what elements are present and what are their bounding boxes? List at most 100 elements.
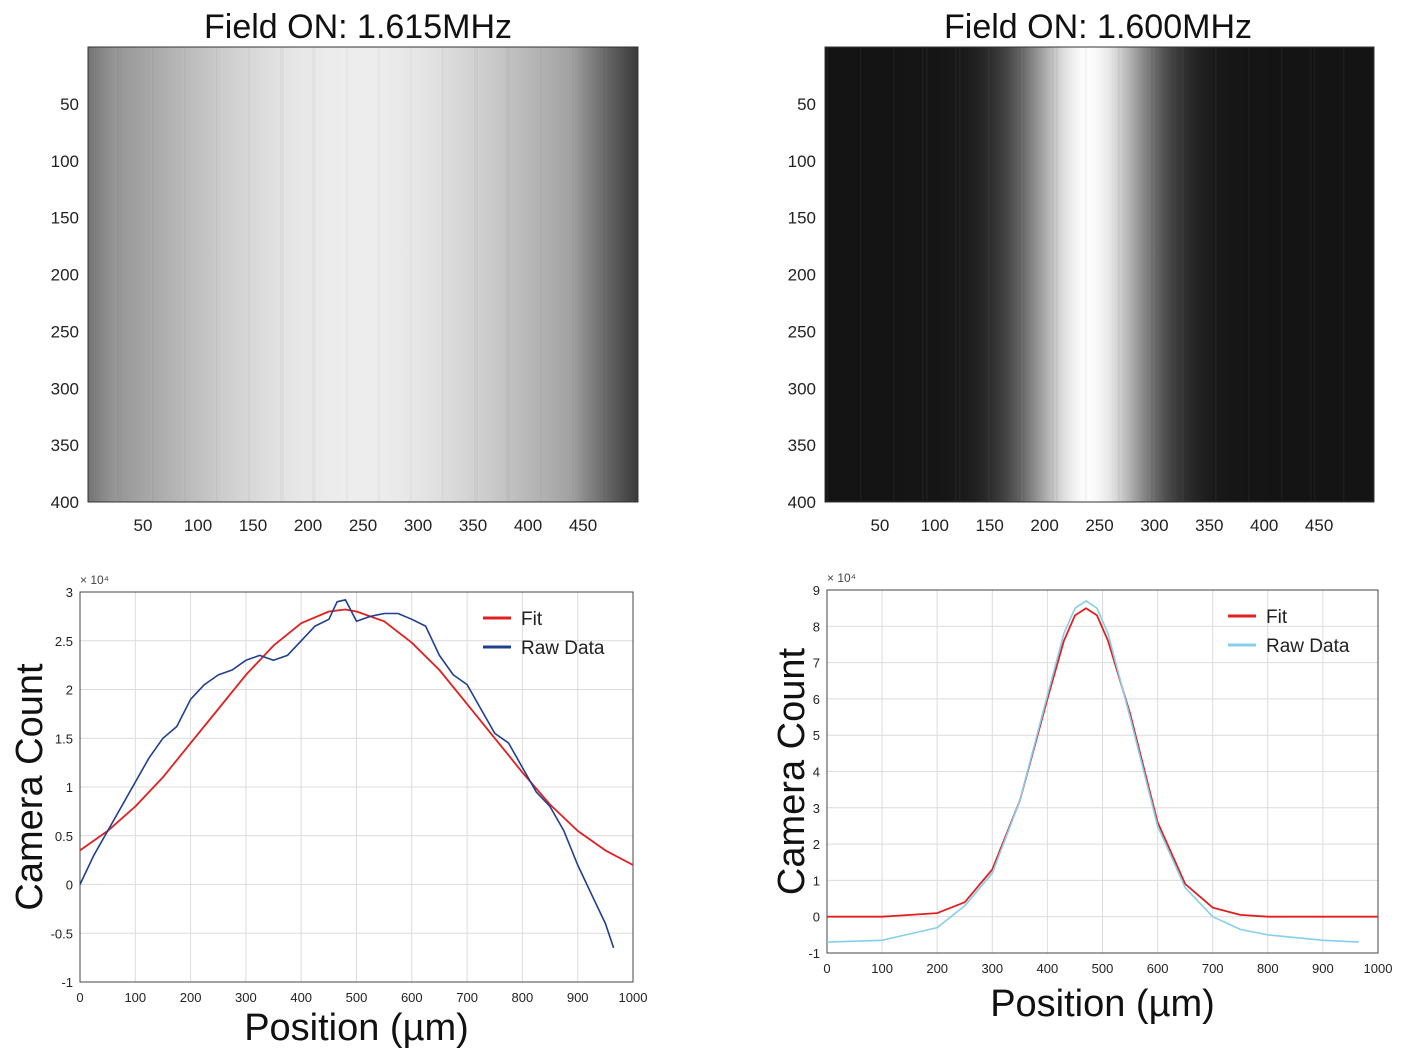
image-streak: [1184, 47, 1186, 502]
image-streak: [476, 47, 478, 502]
image-streak: [1149, 47, 1151, 502]
image-streak: [572, 47, 574, 502]
legend-label: Raw Data: [1266, 636, 1350, 657]
y-axis-label: Camera Count: [9, 663, 51, 911]
image-title: Field ON: 1.615MHz: [204, 8, 512, 46]
image-streak: [184, 47, 186, 502]
image-streak: [1250, 47, 1252, 502]
image-x-tick-label: 250: [349, 516, 377, 535]
image-y-tick-label: 100: [788, 152, 816, 171]
image-streak: [1019, 47, 1021, 502]
image-streak: [314, 47, 316, 502]
image-streak: [475, 47, 477, 502]
image-streak: [1120, 47, 1122, 502]
image-title: Field ON: 1.600MHz: [944, 8, 1252, 46]
image-streak: [1215, 47, 1217, 502]
image-streak: [474, 47, 476, 502]
x-tick-label: 1000: [1364, 961, 1393, 976]
image-streak: [1312, 47, 1314, 502]
image-streak: [605, 47, 607, 502]
image-streak: [443, 47, 445, 502]
image-frame: [824, 46, 1375, 503]
image-streak: [151, 47, 153, 502]
image-x-tick-label: 350: [459, 516, 487, 535]
image-streak: [507, 47, 509, 502]
image-x-tick-label: 250: [1085, 516, 1113, 535]
image-streak: [636, 47, 638, 502]
image-y-tick-label: 250: [51, 322, 79, 341]
image-x-tick-label: 200: [1030, 516, 1058, 535]
image-streak: [88, 47, 90, 502]
image-streak: [379, 47, 381, 502]
beam-image: [88, 47, 638, 502]
image-streak: [442, 47, 444, 502]
image-y-tick-label: 100: [51, 152, 79, 171]
image-x-tick-label: 100: [184, 516, 212, 535]
y-exponent-label: × 10⁴: [827, 571, 856, 585]
x-tick-label: 100: [871, 961, 893, 976]
image-y-tick-label: 350: [51, 436, 79, 455]
image-streak: [540, 47, 542, 502]
image-streak: [280, 47, 282, 502]
image-streak: [1118, 47, 1120, 502]
y-tick-label: 7: [813, 656, 820, 671]
image-streak: [990, 47, 992, 502]
image-streak: [346, 47, 348, 502]
image-y-tick-label: 50: [797, 95, 816, 114]
y-tick-label: 2: [813, 837, 820, 852]
x-tick-label: 200: [926, 961, 948, 976]
image-streak: [281, 47, 283, 502]
y-tick-label: 0: [66, 878, 73, 893]
image-x-tick-label: 450: [569, 516, 597, 535]
legend-label: Raw Data: [521, 638, 605, 659]
image-x-tick-label: 150: [976, 516, 1004, 535]
image-streak: [1182, 47, 1184, 502]
image-streak: [1246, 47, 1248, 502]
image-streak: [825, 47, 827, 502]
image-streak: [249, 47, 251, 502]
x-tick-label: 400: [290, 990, 312, 1005]
image-x-tick-label: 300: [404, 516, 432, 535]
y-tick-label: 0: [813, 910, 820, 925]
image-streak: [216, 47, 218, 502]
x-tick-label: 900: [567, 990, 589, 1005]
image-streak: [377, 47, 379, 502]
image-streak: [571, 47, 573, 502]
image-streak: [860, 47, 862, 502]
image-streak: [119, 47, 121, 502]
image-streak: [1054, 47, 1056, 502]
image-streak: [891, 47, 893, 502]
image-streak: [924, 47, 926, 502]
y-tick-label: -1: [61, 975, 73, 990]
y-tick-label: 6: [813, 692, 820, 707]
image-y-tick-label: 200: [51, 266, 79, 285]
image-streak: [988, 47, 990, 502]
image-streak: [248, 47, 250, 502]
series-line-raw-data: [79, 598, 615, 949]
image-y-tick-label: 300: [51, 379, 79, 398]
image-streak: [1248, 47, 1250, 502]
x-tick-label: 400: [1037, 961, 1059, 976]
image-x-tick-label: 400: [514, 516, 542, 535]
image-streak: [573, 47, 575, 502]
x-tick-label: 1000: [619, 990, 648, 1005]
image-x-tick-label: 200: [294, 516, 322, 535]
image-y-tick-label: 50: [60, 95, 79, 114]
image-streak: [1023, 47, 1025, 502]
image-streak: [1281, 47, 1283, 502]
image-x-tick-label: 300: [1140, 516, 1168, 535]
image-streak: [1343, 47, 1345, 502]
image-x-tick-label: 50: [134, 516, 153, 535]
y-tick-label: 4: [813, 765, 820, 780]
image-streak: [827, 47, 829, 502]
image-streak: [506, 47, 508, 502]
image-y-tick-label: 150: [788, 209, 816, 228]
image-y-tick-label: 350: [788, 436, 816, 455]
image-streak: [345, 47, 347, 502]
image-streak: [118, 47, 120, 502]
image-streak: [604, 47, 606, 502]
image-streak: [955, 47, 957, 502]
image-streak: [1213, 47, 1215, 502]
image-streak: [858, 47, 860, 502]
image-streak: [508, 47, 510, 502]
